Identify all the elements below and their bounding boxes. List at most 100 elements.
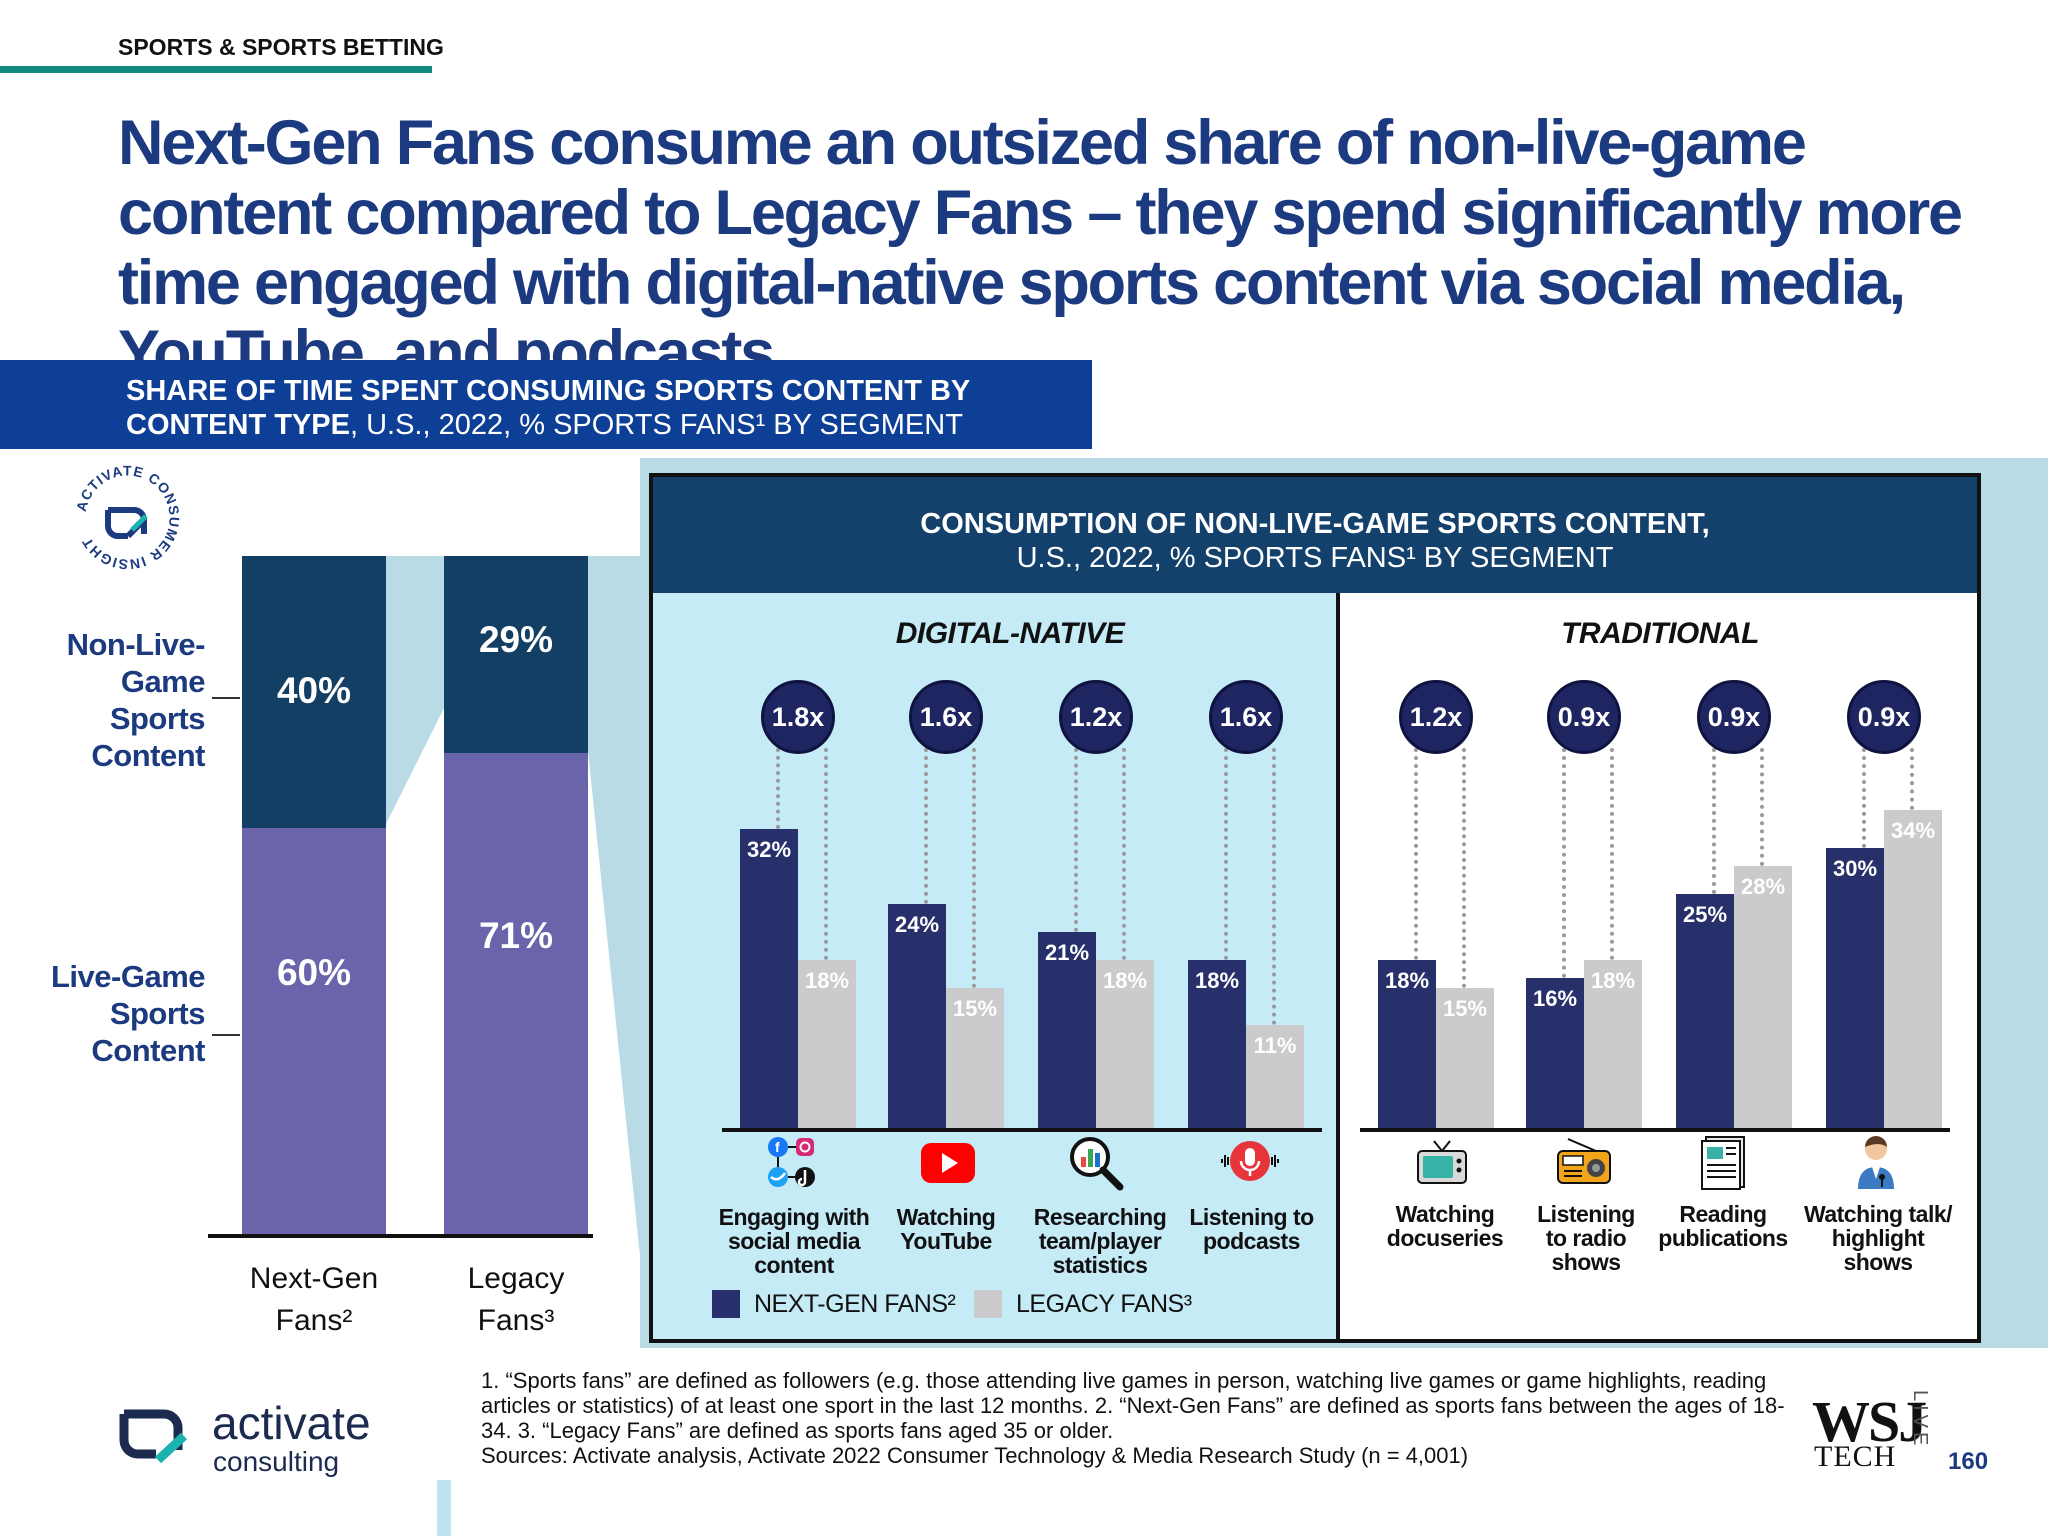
non-live-tick	[212, 697, 240, 699]
panel-title-rest: U.S., 2022, % SPORTS FANS¹ BY SEGMENT	[1016, 542, 1614, 574]
multiplier-dotted-line	[1562, 748, 1566, 979]
x-label-talk-shows: Watching talk/ highlight shows	[1803, 1201, 1953, 1275]
wsj-live-text: LIVE	[1909, 1390, 1931, 1450]
category-label-next-gen: Next-Gen Fans²	[214, 1258, 414, 1342]
bar-next-gen	[1526, 978, 1584, 1128]
non-live-label: Non-Live-Game Sports Content	[66, 627, 206, 773]
bar-legacy	[1096, 959, 1154, 1128]
multiplier-dotted-line	[1712, 748, 1716, 895]
multiplier-badge: 0.9x	[1847, 680, 1921, 754]
bar-legacy	[1734, 866, 1792, 1128]
social-media-icon: f	[768, 1137, 815, 1187]
tv-icon	[1417, 1140, 1467, 1184]
podcast-microphone-icon	[1221, 1141, 1279, 1181]
multiplier-dotted-line	[1610, 748, 1614, 960]
bar-value-label: 25%	[1682, 902, 1728, 928]
multiplier-badge: 0.9x	[1547, 680, 1621, 754]
x-label-youtube: Watching YouTube	[896, 1204, 996, 1254]
multiplier-dotted-line	[1862, 748, 1866, 848]
bar-value-label: 18%	[1194, 967, 1240, 993]
cat-line: Next-Gen	[249, 1262, 379, 1295]
bar-value-label: 28%	[1740, 874, 1786, 900]
multiplier-badge: 1.8x	[761, 680, 835, 754]
publication-icon	[1701, 1136, 1745, 1190]
x-label-publications: Reading publications	[1658, 1201, 1788, 1251]
category-label-legacy: Legacy Fans³	[416, 1258, 616, 1342]
bar-value-label: 18%	[1590, 967, 1636, 993]
multiplier-dotted-line	[1462, 748, 1466, 988]
bar-value-label: 18%	[1384, 967, 1430, 993]
bar-next-gen	[888, 903, 946, 1128]
multiplier-badge: 1.2x	[1059, 680, 1133, 754]
multiplier-dotted-line	[972, 748, 976, 988]
statistics-magnifier-icon	[1070, 1137, 1124, 1191]
logo-sub: consulting	[213, 1446, 340, 1477]
bar-legacy	[1884, 810, 1942, 1128]
live-tick	[212, 1034, 240, 1036]
subtitle-rest: , U.S., 2022, % SPORTS FANS¹ BY SEGMENT	[349, 409, 963, 441]
cat-line: Fans²	[275, 1304, 353, 1337]
youtube-icon	[921, 1143, 975, 1183]
multiplier-badge: 1.2x	[1399, 680, 1473, 754]
bar-next-gen	[1676, 894, 1734, 1128]
bar-value-label: 18%	[804, 967, 850, 993]
stack-bar-next-gen: 40% 60%	[242, 556, 386, 1236]
multiplier-dotted-line	[1074, 748, 1078, 932]
bar-next-gen	[1378, 959, 1436, 1128]
bar-next-gen	[1826, 847, 1884, 1128]
group-label-traditional: TRADITIONAL	[1561, 617, 1759, 650]
x-axis-digital	[722, 1128, 1322, 1132]
consumer-insight-seal-icon: ACTIVATE CONSUMER INSIGHT	[73, 462, 182, 572]
multiplier-badge: 0.9x	[1697, 680, 1771, 754]
x-label-research: Researching team/player statistics	[1033, 1204, 1167, 1278]
bar-value-label: 11%	[1253, 1033, 1297, 1059]
live-label: Live-Game Sports Content	[50, 959, 206, 1068]
subtitle-bold: SHARE OF TIME SPENT CONSUMING SPORTS CON…	[126, 375, 970, 441]
zoom-connector	[385, 556, 650, 1256]
legend-swatch-legacy	[974, 1290, 1002, 1318]
multiplier-badge: 1.6x	[1209, 680, 1283, 754]
bar-value-label: 15%	[1442, 995, 1488, 1021]
multiplier-dotted-line	[776, 748, 780, 829]
multiplier-dotted-line	[1760, 748, 1764, 867]
stack-value: 29%	[478, 618, 554, 660]
page-number: 160	[1948, 1448, 1989, 1475]
radio-icon	[1557, 1138, 1611, 1184]
presenter-icon	[1858, 1136, 1894, 1189]
bottom-accent	[437, 1480, 451, 1536]
bar-legacy	[1584, 959, 1642, 1128]
legend-label-legacy: LEGACY FANS³	[1016, 1290, 1192, 1318]
bar-value-label: 34%	[1890, 818, 1936, 844]
stack-segment-legacy-live	[444, 753, 588, 1236]
section-tag: SPORTS & SPORTS BETTING	[118, 34, 444, 60]
stack-segment-next-gen-live	[242, 828, 386, 1236]
stack-segment-next-gen-nonlive	[242, 556, 386, 828]
x-label-docuseries: Watching docuseries	[1386, 1201, 1504, 1251]
bar-next-gen	[1038, 931, 1096, 1128]
x-label-radio: Listening to radio shows	[1537, 1201, 1635, 1275]
bar-value-label: 24%	[894, 911, 940, 937]
wsj-tech: TECH	[1814, 1440, 1897, 1473]
multiplier-dotted-line	[924, 748, 928, 904]
bar-value-label: 21%	[1044, 939, 1090, 965]
stack-value: 60%	[276, 952, 352, 993]
panel-title: CONSUMPTION OF NON-LIVE-GAME SPORTS CONT…	[653, 507, 1977, 575]
wsj-live: LIVE	[1909, 1390, 1940, 1450]
footnote-sources: Sources: Activate analysis, Activate 202…	[481, 1443, 1469, 1468]
multiplier-dotted-line	[1910, 748, 1914, 811]
bar-value-label: 30%	[1832, 855, 1878, 881]
activate-logo-icon	[119, 1409, 188, 1464]
subhead-banner	[0, 360, 1092, 449]
stack-value: 71%	[478, 914, 554, 956]
bar-value-label: 16%	[1532, 986, 1578, 1012]
cat-line: Fans³	[477, 1304, 555, 1337]
stack-value: 40%	[276, 670, 352, 711]
page-title: Next-Gen Fans consume an outsized share …	[118, 108, 1963, 388]
stack-baseline	[208, 1234, 593, 1238]
bar-value-label: 32%	[746, 836, 792, 862]
multiplier-dotted-line	[1272, 748, 1276, 1026]
legend-label-next-gen: NEXT-GEN FANS²	[754, 1290, 956, 1318]
bar-legacy	[1436, 987, 1494, 1128]
bar-next-gen	[1188, 959, 1246, 1128]
x-label-podcasts: Listening to podcasts	[1189, 1204, 1314, 1254]
